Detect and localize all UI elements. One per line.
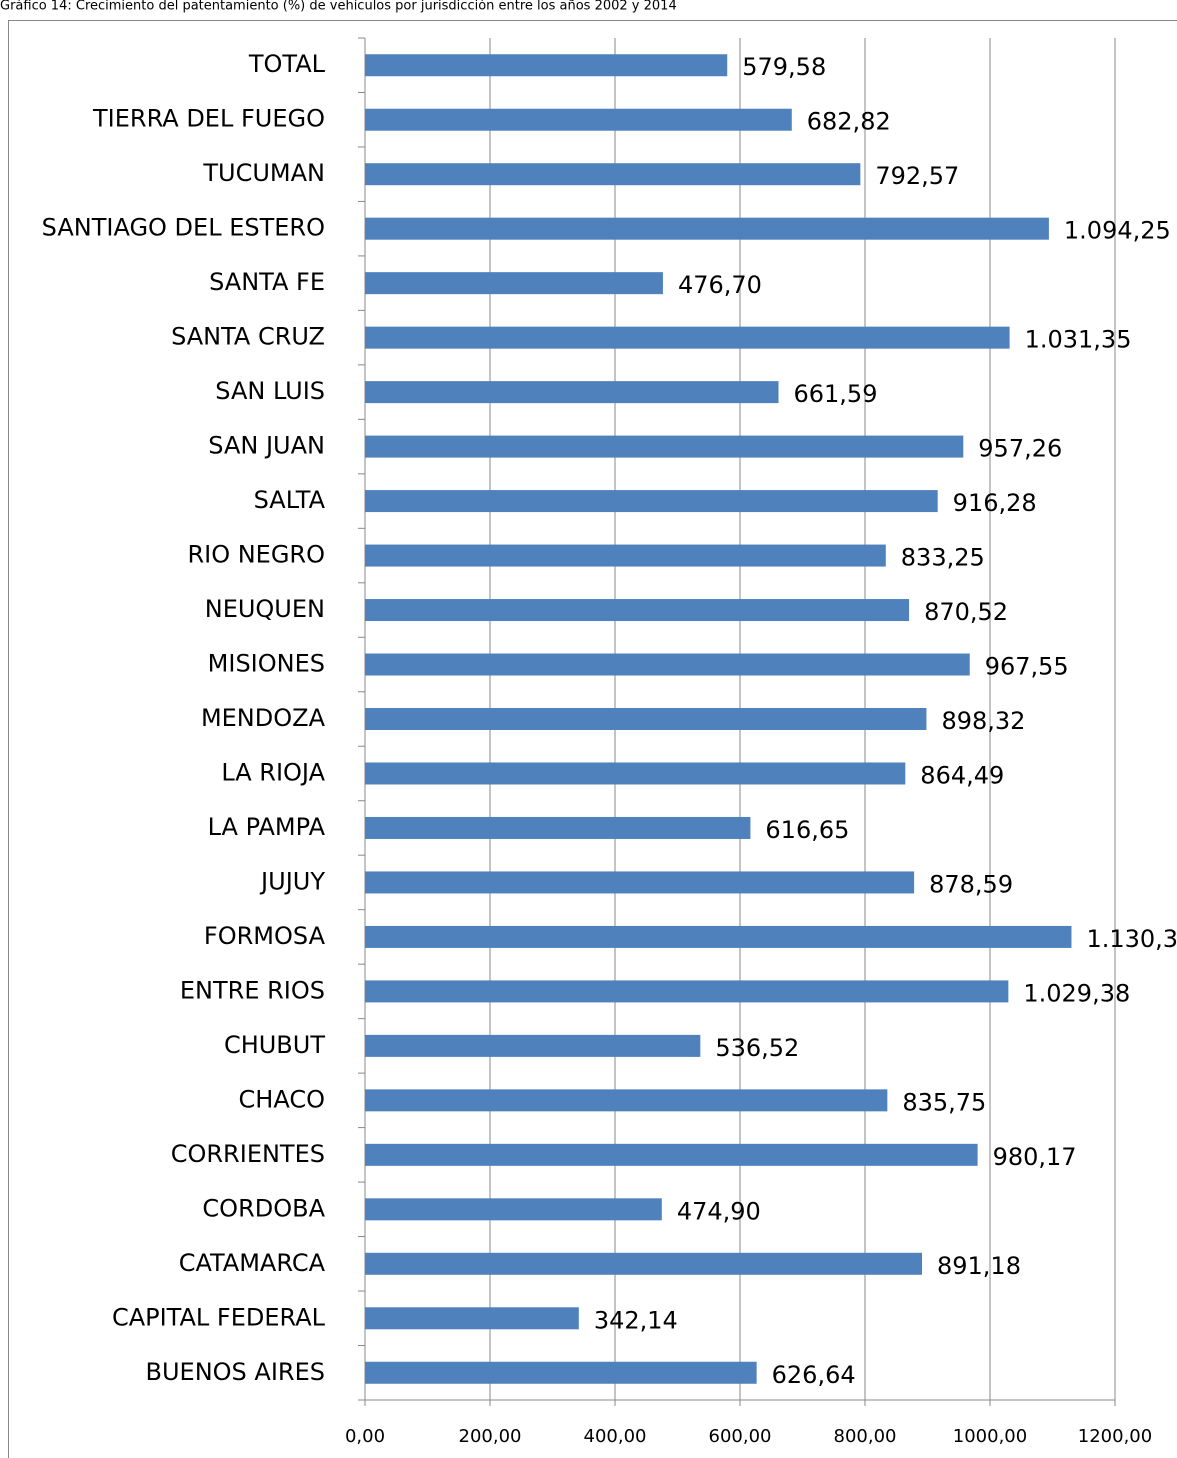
data-label: 891,18 [937, 1252, 1021, 1280]
y-tick-label: CATAMARCA [179, 1249, 326, 1277]
y-tick-label: RIO NEGRO [187, 541, 325, 569]
x-tick-label: 600,00 [709, 1426, 772, 1447]
data-label: 1.130,35 [1086, 925, 1177, 953]
data-label: 870,52 [924, 598, 1008, 626]
data-label: 476,70 [678, 271, 762, 299]
bar [365, 816, 751, 839]
y-tick-label: SALTA [254, 486, 326, 514]
y-tick-label: CHACO [239, 1085, 325, 1113]
data-label: 792,57 [875, 162, 959, 190]
y-tick-label: SANTIAGO DEL ESTERO [42, 214, 325, 242]
bar [365, 653, 970, 676]
chart-title: Gráfico 14: Crecimiento del patentamient… [0, 0, 677, 14]
y-tick-label: SAN JUAN [208, 432, 325, 460]
y-tick-label: BUENOS AIRES [146, 1358, 325, 1386]
data-label: 980,17 [993, 1143, 1077, 1171]
data-label: 833,25 [901, 544, 985, 572]
y-tick-label: FORMOSA [204, 922, 326, 950]
data-label: 626,64 [772, 1361, 856, 1389]
y-tick-label: CHUBUT [224, 1031, 325, 1059]
y-tick-label: CORRIENTES [171, 1140, 325, 1168]
data-label: 1.029,38 [1023, 979, 1130, 1007]
data-label: 957,26 [978, 435, 1062, 463]
x-tick-label: 800,00 [834, 1426, 897, 1447]
bar [365, 1252, 922, 1275]
y-tick-label: LA RIOJA [221, 758, 325, 786]
y-tick-label: TIERRA DEL FUEGO [92, 105, 325, 133]
data-label: 1.031,35 [1025, 326, 1132, 354]
y-tick-label: SANTA CRUZ [171, 323, 325, 351]
bar [365, 1034, 701, 1057]
y-tick-label: SAN LUIS [215, 377, 325, 405]
data-label: 835,75 [902, 1088, 986, 1116]
y-tick-label: ENTRE RIOS [180, 976, 325, 1004]
y-tick-label: CAPITAL FEDERAL [112, 1303, 326, 1331]
data-label: 661,59 [793, 380, 877, 408]
y-tick-label: LA PAMPA [208, 813, 326, 841]
data-label: 967,55 [985, 653, 1069, 681]
y-tick-label: MENDOZA [201, 704, 326, 732]
bar [365, 54, 728, 77]
y-tick-label: SANTA FE [209, 268, 325, 296]
bar [365, 326, 1010, 349]
bar [365, 217, 1049, 240]
chart-frame [8, 20, 1177, 1458]
data-label: 916,28 [953, 489, 1037, 517]
data-label: 864,49 [920, 761, 1004, 789]
bar [365, 544, 886, 567]
x-tick-label: 400,00 [584, 1426, 647, 1447]
bar [365, 272, 663, 295]
bar [365, 108, 792, 131]
bar [365, 1198, 662, 1221]
bar [365, 1361, 757, 1384]
x-tick-label: 200,00 [459, 1426, 522, 1447]
bar [365, 490, 938, 513]
bar [365, 599, 910, 622]
data-label: 536,52 [715, 1034, 799, 1062]
bar [365, 708, 927, 730]
bar [365, 435, 964, 458]
data-label: 616,65 [765, 816, 849, 844]
data-label: 1.094,25 [1064, 217, 1171, 245]
data-label: 474,90 [677, 1197, 761, 1225]
data-label: 342,14 [594, 1306, 678, 1334]
y-tick-label: TUCUMAN [202, 159, 325, 187]
bar [365, 1089, 888, 1112]
bar [365, 980, 1009, 1003]
data-label: 898,32 [941, 707, 1025, 735]
bar [365, 925, 1072, 948]
y-tick-label: CORDOBA [202, 1194, 325, 1222]
data-label: 682,82 [807, 108, 891, 136]
bar [365, 871, 915, 894]
bar [365, 1143, 978, 1166]
y-tick-label: JUJUY [259, 867, 325, 895]
x-tick-label: 1200,00 [1078, 1426, 1152, 1447]
x-tick-label: 1000,00 [953, 1426, 1027, 1447]
bar [365, 381, 779, 404]
bar [365, 163, 861, 186]
x-tick-label: 0,00 [345, 1426, 385, 1447]
y-tick-label: NEUQUEN [205, 595, 325, 623]
data-label: 579,58 [742, 53, 826, 81]
data-label: 878,59 [929, 870, 1013, 898]
bar [365, 762, 906, 785]
y-tick-label: MISIONES [208, 650, 325, 678]
y-tick-label: TOTAL [248, 50, 326, 78]
bar [365, 1307, 579, 1330]
